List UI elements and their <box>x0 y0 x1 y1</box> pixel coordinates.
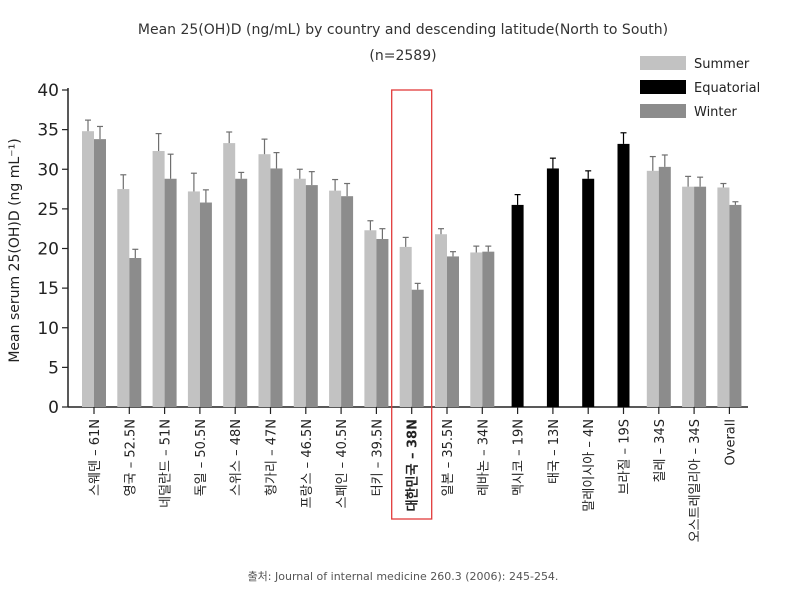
bar-winter <box>694 186 707 407</box>
legend-swatch-equatorial <box>640 80 686 94</box>
source-citation: 출처: Journal of internal medicine 260.3 (… <box>247 570 559 583</box>
bar-winter <box>94 139 106 407</box>
y-tick-label: 0 <box>48 398 59 418</box>
y-tick-label: 10 <box>37 319 59 339</box>
x-tick-label: 멕시코 – 19N <box>512 419 527 496</box>
bar-winter <box>164 178 177 407</box>
bar-summer <box>682 186 695 407</box>
bar-equatorial <box>511 204 524 407</box>
bar-winter <box>199 202 212 407</box>
bar-winter <box>447 256 459 407</box>
x-tick-label: 레바논 – 34N <box>476 419 491 496</box>
x-tick-label: 프랑스 – 46.5N <box>300 419 315 508</box>
bar-winter <box>729 204 742 407</box>
bar-winter <box>235 178 248 407</box>
bar-equatorial <box>617 143 630 407</box>
bar-summer <box>258 154 271 407</box>
bar-winter <box>482 251 495 407</box>
bar-summer <box>364 230 377 407</box>
x-tick-label: 스웨덴 – 61N <box>88 419 103 496</box>
bar-equatorial <box>582 178 595 407</box>
x-tick-label: 헝가리 – 47N <box>265 419 280 496</box>
bar-summer <box>152 151 165 407</box>
x-tick-label: 터키 – 39.5N <box>370 419 385 496</box>
x-tick-label: 태국 – 13N <box>547 419 562 484</box>
bar-summer <box>82 131 94 407</box>
bar-summer <box>329 190 342 407</box>
y-axis-label: Mean serum 25(OH)D (ng mL⁻¹) <box>7 138 23 362</box>
y-tick-label: 40 <box>37 81 59 101</box>
x-tick-label: 브라질 – 19S <box>618 419 633 494</box>
legend-swatch-winter <box>640 104 686 118</box>
bar-summer <box>223 143 236 407</box>
bar-summer <box>117 189 130 407</box>
chart-title: Mean 25(OH)D (ng/mL) by country and desc… <box>137 22 669 38</box>
y-tick-label: 5 <box>48 358 59 378</box>
bar-winter <box>411 289 424 407</box>
legend-label-equatorial: Equatorial <box>694 81 760 96</box>
y-tick-label: 20 <box>37 240 59 260</box>
y-tick-label: 25 <box>37 200 59 220</box>
bar-summer <box>470 252 483 407</box>
bar-summer <box>187 191 200 407</box>
highlight-box <box>391 89 433 520</box>
legend-label-winter: Winter <box>694 105 738 120</box>
y-tick-label: 35 <box>37 121 59 141</box>
bar-winter <box>305 185 318 407</box>
x-tick-label: 스페인 – 40.5N <box>335 419 350 508</box>
bar-summer <box>293 178 306 407</box>
x-tick-label: 영국 – 52.5N <box>123 419 138 496</box>
bar-winter <box>129 258 142 407</box>
bar-winter <box>658 166 671 407</box>
bar-summer <box>435 234 447 407</box>
legend-label-summer: Summer <box>694 57 750 72</box>
y-tick-label: 30 <box>37 160 59 180</box>
x-tick-label: 스위스 – 48N <box>229 419 244 496</box>
x-tick-label: Overall <box>723 419 738 465</box>
x-tick-label: 일본 – 35.5N <box>441 419 456 496</box>
legend-swatch-summer <box>640 56 686 70</box>
x-tick-label: 말레이시아 – 4N <box>582 419 597 512</box>
bar-winter <box>270 168 283 407</box>
bar-summer <box>717 187 730 407</box>
x-tick-label: 대한민국 – 38N <box>405 419 421 511</box>
bar-summer <box>646 170 659 407</box>
bar-winter <box>376 238 389 407</box>
bar-summer <box>399 246 412 407</box>
x-tick-label: 네덜란드 – 51N <box>159 419 174 508</box>
x-tick-label: 칠레 – 34S <box>653 419 668 482</box>
x-tick-label: 오스트레일리아 – 34S <box>688 419 703 542</box>
x-tick-label: 독일 – 50.5N <box>194 419 209 496</box>
bar-equatorial <box>546 168 559 407</box>
chart-subtitle: (n=2589) <box>369 48 437 64</box>
bar-winter <box>341 196 354 407</box>
y-tick-label: 15 <box>37 279 59 299</box>
